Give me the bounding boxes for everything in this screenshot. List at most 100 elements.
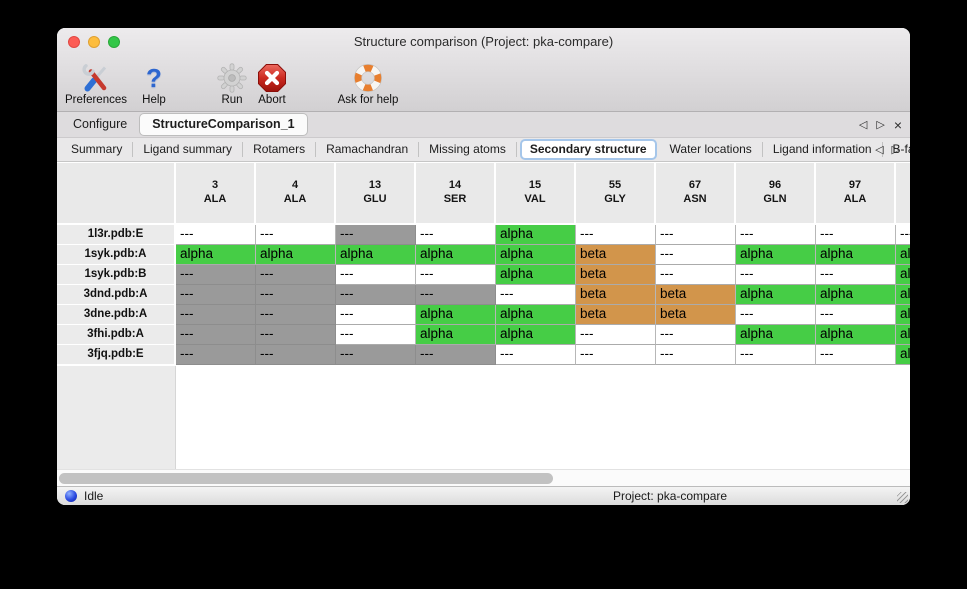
subtab-ligand-summary[interactable]: Ligand summary <box>133 142 244 157</box>
tab-configure[interactable]: Configure <box>73 117 128 131</box>
subtab-ramachandran[interactable]: Ramachandran <box>316 142 420 157</box>
table-cell: --- <box>336 225 416 245</box>
titlebar: Structure comparison (Project: pka-compa… <box>57 28 910 54</box>
table-cell: alpha <box>896 265 910 285</box>
table-cell: --- <box>256 325 336 345</box>
subtab-scroll-right-icon[interactable]: ▷ <box>891 144 900 156</box>
table-cell: --- <box>176 325 256 345</box>
scrollbar-thumb[interactable] <box>59 473 553 484</box>
subtab-missing-atoms[interactable]: Missing atoms <box>419 142 517 157</box>
subtab-secondary-structure[interactable]: Secondary structure <box>519 139 657 160</box>
minimize-button[interactable] <box>88 36 100 48</box>
view-tabbar: Summary Ligand summary Rotamers Ramachandra… <box>57 138 910 162</box>
column-header: 15 VAL <box>496 163 576 223</box>
subtab-water-locations[interactable]: Water locations <box>660 142 763 157</box>
subtab-scroll-left-icon[interactable]: ◁ <box>875 144 884 156</box>
tab-scroll-left-icon[interactable]: ◁ <box>858 119 868 131</box>
toolbar-label: Help <box>142 94 166 106</box>
zoom-button[interactable] <box>108 36 120 48</box>
tab-structurecomparison-1[interactable]: StructureComparison_1 <box>139 113 308 136</box>
table-cell: beta <box>656 305 736 325</box>
table-cell: --- <box>656 245 736 265</box>
status-bar: Idle Project: pka-compare <box>57 486 910 505</box>
resize-grip-icon[interactable] <box>897 492 908 503</box>
doc-tabs-container: Configure StructureComparison_1 <box>61 113 308 136</box>
close-button[interactable] <box>68 36 80 48</box>
run-button[interactable]: Run <box>214 60 250 107</box>
tools-icon <box>81 60 111 93</box>
table-cell: --- <box>816 265 896 285</box>
table-cell: --- <box>416 345 496 365</box>
table-cell: --- <box>656 345 736 365</box>
table-cell: alpha <box>256 245 336 265</box>
view-tab-controls: ◁ ▷ <box>875 143 900 156</box>
table-cell: --- <box>416 285 496 305</box>
subtab-ligand-information[interactable]: Ligand information <box>763 142 883 157</box>
table-cell: alpha <box>896 245 910 265</box>
table-cell: alpha <box>736 325 816 345</box>
subtab-summary[interactable]: Summary <box>61 142 134 157</box>
table-cell: alpha <box>496 265 576 285</box>
ask-for-help-button[interactable]: Ask for help <box>326 60 410 107</box>
table-cell: alpha <box>896 285 910 305</box>
view-tabs-container: Summary Ligand summary Rotamers Ramachandra… <box>61 139 910 160</box>
column-header: 97 ALA <box>816 163 896 223</box>
table-cell: --- <box>496 285 576 305</box>
abort-button[interactable]: Abort <box>250 60 294 107</box>
table-cell: alpha <box>416 305 496 325</box>
toolbar-label: Preferences <box>64 94 127 106</box>
table-cell: alpha <box>816 325 896 345</box>
table-cell: --- <box>256 305 336 325</box>
row-header: 1syk.pdb:A <box>57 245 176 265</box>
table-cell: --- <box>416 265 496 285</box>
toolbar-label: Abort <box>258 94 286 106</box>
window-title: Structure comparison (Project: pka-compa… <box>353 33 614 49</box>
row-header: 1l3r.pdb:E <box>57 225 176 245</box>
column-header: 3 ALA <box>176 163 256 223</box>
table-cell: alpha <box>416 325 496 345</box>
table-cell: --- <box>336 305 416 325</box>
table-cell: --- <box>256 265 336 285</box>
table-cell: --- <box>656 265 736 285</box>
status-text: Idle <box>84 489 104 503</box>
column-header: 14 SER <box>416 163 496 223</box>
toolbar-label: Run <box>221 94 243 106</box>
table-cell: --- <box>176 225 256 245</box>
lifebuoy-icon <box>353 60 383 93</box>
subtab-b-factors[interactable]: B-factors <box>883 142 910 157</box>
table-cell: beta <box>576 265 656 285</box>
row-header: 3dnd.pdb:A <box>57 285 176 305</box>
table-cell: --- <box>576 345 656 365</box>
table-cell: alpha <box>896 325 910 345</box>
table-cell: alpha <box>736 245 816 265</box>
app-window: Structure comparison (Project: pka-compa… <box>57 28 910 505</box>
preferences-button[interactable]: Preferences <box>61 60 131 107</box>
table-cell: --- <box>256 285 336 305</box>
table-cell: alpha <box>336 245 416 265</box>
table-cell: beta <box>656 285 736 305</box>
tab-close-icon[interactable]: × <box>893 116 902 133</box>
horizontal-scrollbar[interactable] <box>57 469 910 486</box>
toolbar-label: Ask for help <box>337 94 399 106</box>
table-cell: --- <box>336 265 416 285</box>
table-cell: --- <box>656 325 736 345</box>
row-header: 1syk.pdb:B <box>57 265 176 285</box>
stop-x-icon <box>257 60 287 93</box>
table-cell: --- <box>736 225 816 245</box>
subtab-rotamers[interactable]: Rotamers <box>243 142 317 157</box>
table-cell: --- <box>176 285 256 305</box>
table-cell: --- <box>656 225 736 245</box>
status-sphere-icon <box>65 490 77 502</box>
gear-icon <box>217 60 247 93</box>
table-cell: --- <box>576 225 656 245</box>
tab-scroll-right-icon[interactable]: ▷ <box>876 119 885 131</box>
column-header: 67 ASN <box>656 163 736 223</box>
table-cell: alpha <box>736 285 816 305</box>
table-cell: --- <box>736 345 816 365</box>
help-button[interactable]: ? Help <box>134 60 174 107</box>
table-cell: --- <box>256 225 336 245</box>
table-cell: --- <box>176 265 256 285</box>
table-cell: alpha <box>496 325 576 345</box>
question-mark-icon: ? <box>146 63 162 93</box>
table-cell: alpha <box>816 285 896 305</box>
